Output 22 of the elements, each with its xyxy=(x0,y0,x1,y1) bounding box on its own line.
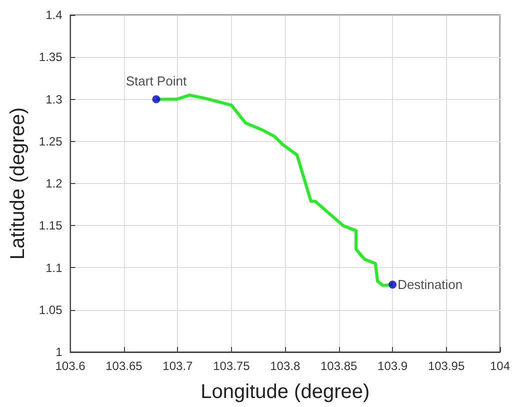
x-tick-label: 103.8 xyxy=(270,359,300,373)
x-tick-label: 103.75 xyxy=(213,359,250,373)
y-axis-title: Latitude (degree) xyxy=(7,107,29,260)
x-tick-label: 103.9 xyxy=(378,359,408,373)
y-tick-label: 1.2 xyxy=(46,176,63,190)
y-tick-label: 1.25 xyxy=(38,134,63,148)
x-tick-label: 103.65 xyxy=(106,359,143,373)
series-label: Destination xyxy=(398,277,463,292)
y-tick-label: 1.1 xyxy=(46,260,63,275)
y-tick-label: 1.3 xyxy=(46,92,63,106)
y-tick-label: 1.35 xyxy=(38,50,63,64)
x-tick-label: 103.7 xyxy=(162,359,194,373)
y-tick-label: 1.15 xyxy=(38,218,63,233)
x-tick-label: 104 xyxy=(490,359,510,373)
x-tick-label: 103.85 xyxy=(320,359,358,373)
x-tick-label: 103.6 xyxy=(55,359,86,373)
x-axis-title: Longitude (degree) xyxy=(200,381,370,403)
y-tick-label: 1.4 xyxy=(46,8,63,22)
y-tick-label: 1.05 xyxy=(38,302,63,317)
x-tick-label: 103.95 xyxy=(428,359,465,373)
series-label: Start Point xyxy=(126,73,187,88)
y-tick-label: 1 xyxy=(56,345,63,359)
